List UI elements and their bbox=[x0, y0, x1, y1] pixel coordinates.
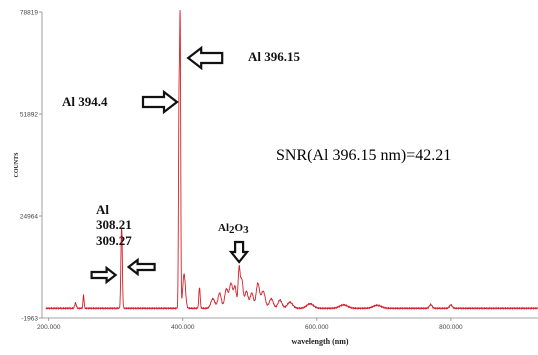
al-308-arrow-right bbox=[90, 265, 118, 285]
alo-label: Al2O3 bbox=[218, 222, 249, 236]
axes: -1963 24964 51892 78819 200.000 400.000 600.00… bbox=[14, 10, 538, 346]
x-tick-label: 400.000 bbox=[171, 324, 195, 331]
al-308-label-element: Al bbox=[96, 202, 109, 217]
al-394-label: Al 394.4 bbox=[62, 94, 108, 109]
snr-text: SNR(Al 396.15 nm)=42.21 bbox=[276, 147, 451, 164]
x-tick-label: 200.000 bbox=[37, 324, 61, 331]
y-tick-label: 24964 bbox=[20, 214, 38, 221]
alo-arrow bbox=[228, 240, 250, 264]
series-layer bbox=[45, 9, 538, 310]
al-308-label-line1: 308.21 bbox=[96, 217, 132, 232]
y-tick-label: -1963 bbox=[21, 316, 38, 323]
y-tick-label: 78819 bbox=[20, 10, 38, 17]
y-tick-label: 51892 bbox=[20, 111, 38, 118]
al-308-label-line2: 309.27 bbox=[96, 233, 132, 248]
x-axis-label: wavelength (nm) bbox=[291, 337, 348, 346]
al-396-label: Al 396.15 bbox=[248, 49, 301, 64]
spectrum-line bbox=[45, 9, 538, 310]
al-394-arrow bbox=[141, 89, 179, 115]
y-axis-label: COUNTS bbox=[14, 152, 20, 178]
x-tick-label: 800.000 bbox=[439, 324, 463, 331]
al-396-arrow bbox=[186, 45, 224, 71]
al-308-arrow-left bbox=[126, 257, 156, 277]
x-tick-label: 600.000 bbox=[305, 324, 329, 331]
